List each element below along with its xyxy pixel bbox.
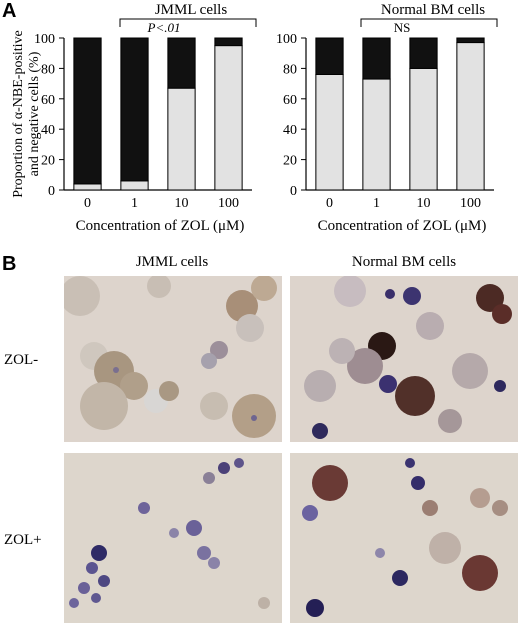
x-axis-label-jmml: Concentration of ZOL (μM) [76,218,245,234]
bar-segment-normal-positive [362,37,391,80]
y-tick-label-jmml: 40 [41,123,55,138]
bar-segment-normal-negative [315,73,344,191]
significance-bracket-jmml [119,18,257,27]
y-tick-label-normal: 0 [290,184,297,199]
micrograph-normal-zol-plus [290,453,518,623]
significance-label-normal: NS [394,20,411,35]
bar-segment-normal-positive [315,37,344,75]
x-tick-label-normal: 10 [417,196,431,211]
x-tick-label-jmml: 10 [175,196,189,211]
micrograph-jmml-zol-minus [64,276,282,442]
bar-segment-jmml-positive [73,37,102,185]
x-tick-label-normal: 100 [460,196,481,211]
panel-b-label: B [2,253,17,275]
significance-bracket-normal [360,18,498,27]
chart-title-jmml: JMML cells [155,2,228,18]
row-label-zol-plus: ZOL+ [4,532,42,548]
bar-segment-jmml-negative [73,183,102,191]
panel-a-label: A [2,0,17,22]
y-tick-label-normal: 60 [283,93,297,108]
y-tick-label-normal: 80 [283,62,297,77]
micrograph-col-title-jmml: JMML cells [135,254,209,270]
y-axis-label-line2: and negative cells (%) [27,51,42,176]
x-tick-label-normal: 1 [373,196,380,211]
bar-segment-jmml-negative [214,45,243,191]
row-label-zol-minus: ZOL- [4,352,39,368]
micrograph-normal-zol-minus [290,276,518,442]
y-tick-label-jmml: 80 [41,62,55,77]
x-tick-label-normal: 0 [326,196,333,211]
bar-segment-normal-negative [456,42,485,191]
significance-label-jmml: P<.01 [147,20,181,35]
y-tick-label-jmml: 100 [34,32,55,47]
y-tick-label-jmml: 0 [48,184,55,199]
y-tick-label-jmml: 60 [41,93,55,108]
micrograph-col-title-normal: Normal BM cells [351,254,457,270]
x-tick-label-jmml: 1 [131,196,138,211]
y-tick-label-normal: 40 [283,123,297,138]
micrograph-jmml-zol-plus [64,453,282,623]
bar-segment-normal-negative [362,78,391,191]
y-tick-label-jmml: 20 [41,154,55,169]
bar-segment-jmml-negative [120,180,149,191]
bar-segment-normal-negative [409,67,438,191]
y-axis-label-line1: Proportion of α-NBE-positive [11,30,26,198]
bar-segment-normal-positive [409,37,438,69]
x-tick-label-jmml: 0 [84,196,91,211]
x-axis-label-normal: Concentration of ZOL (μM) [318,218,487,234]
x-tick-label-jmml: 100 [218,196,239,211]
bar-segment-normal-positive [456,37,485,44]
y-tick-label-normal: 20 [283,154,297,169]
bar-segment-jmml-negative [167,87,196,191]
bar-segment-jmml-positive [120,37,149,182]
bar-segment-jmml-positive [214,37,243,47]
bar-segment-jmml-positive [167,37,196,89]
chart-title-normal: Normal BM cells [381,2,485,18]
y-tick-label-normal: 100 [276,32,297,47]
